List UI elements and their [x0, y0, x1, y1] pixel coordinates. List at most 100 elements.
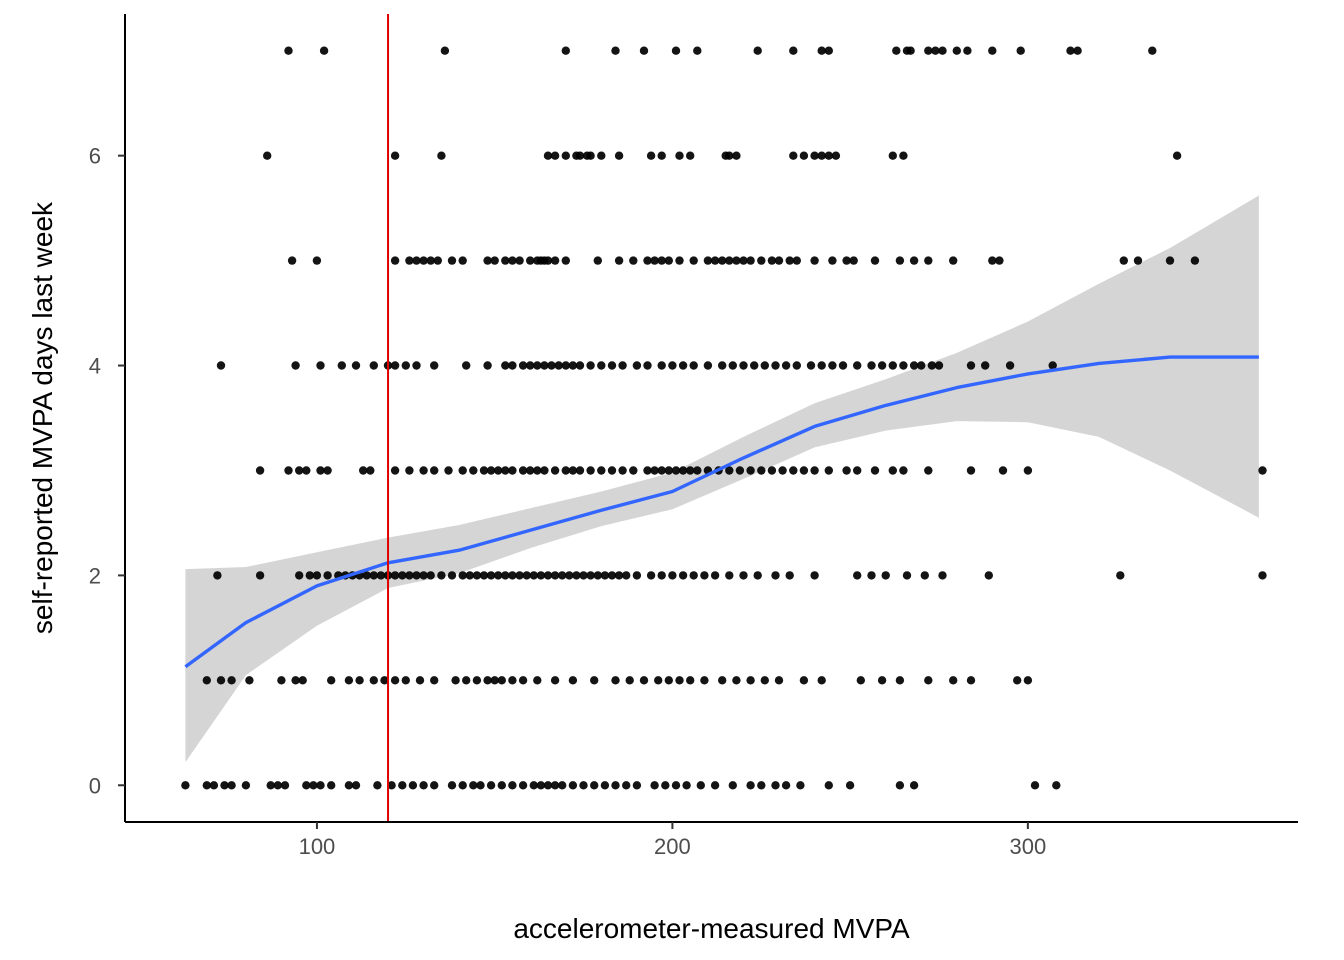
data-point [646, 151, 656, 160]
data-point [657, 571, 666, 580]
data-point [1013, 676, 1022, 685]
data-point [614, 151, 624, 160]
data-point [529, 571, 538, 580]
data-point [870, 256, 880, 265]
data-point [934, 361, 944, 370]
data-point [810, 466, 819, 475]
data-point [650, 256, 659, 265]
data-point [799, 676, 809, 685]
data-point [280, 781, 290, 790]
data-point [202, 676, 211, 685]
data-point [632, 361, 642, 370]
data-point [561, 46, 570, 55]
data-point [323, 571, 332, 580]
data-point [703, 256, 713, 265]
data-point [316, 781, 325, 790]
data-point [359, 466, 368, 475]
data-point [689, 256, 698, 265]
data-point [575, 466, 585, 475]
data-point [497, 676, 506, 685]
data-point [710, 781, 720, 790]
data-point [419, 781, 428, 790]
data-point [909, 361, 919, 370]
data-point [828, 256, 837, 265]
data-point [568, 466, 578, 475]
data-point [639, 46, 649, 55]
data-point [426, 256, 435, 265]
data-point [966, 361, 976, 370]
data-point [625, 676, 634, 685]
data-point [789, 151, 798, 160]
data-point [277, 676, 286, 685]
data-point [607, 466, 617, 475]
data-point [590, 781, 599, 790]
data-point [543, 256, 553, 265]
data-point [725, 466, 734, 475]
x-axis-title: accelerometer-measured MVPA [513, 913, 910, 944]
data-point [753, 571, 762, 580]
data-point [1023, 676, 1033, 685]
data-point [412, 256, 421, 265]
data-point [892, 46, 901, 55]
data-point [781, 361, 791, 370]
data-point [828, 361, 837, 370]
data-point [597, 466, 606, 475]
data-point [369, 361, 378, 370]
data-point [877, 361, 887, 370]
data-point [668, 361, 677, 370]
data-point [774, 676, 784, 685]
data-point [760, 361, 769, 370]
data-point [614, 571, 624, 580]
data-point [565, 571, 574, 580]
data-point [575, 151, 585, 160]
data-point [924, 466, 933, 475]
data-point [686, 676, 695, 685]
data-point [842, 466, 851, 475]
data-point [568, 781, 578, 790]
data-point [426, 571, 435, 580]
data-point [693, 466, 702, 475]
data-point [710, 256, 720, 265]
data-point [287, 256, 297, 265]
data-point [245, 676, 254, 685]
data-point [998, 466, 1008, 475]
data-point [888, 151, 897, 160]
data-point [810, 151, 819, 160]
data-point [870, 466, 880, 475]
data-point [483, 256, 492, 265]
data-point [920, 571, 929, 580]
data-point [1030, 781, 1040, 790]
data-point [501, 361, 510, 370]
data-point [1148, 46, 1157, 55]
data-point [629, 256, 638, 265]
data-point [931, 46, 940, 55]
data-point [664, 256, 673, 265]
data-point [526, 466, 535, 475]
data-point [661, 781, 670, 790]
data-point [689, 571, 698, 580]
data-point [316, 466, 325, 475]
data-point [575, 361, 585, 370]
data-point [490, 256, 499, 265]
data-point [390, 256, 400, 265]
data-point [643, 361, 652, 370]
data-point [650, 466, 659, 475]
data-point [302, 781, 311, 790]
data-point [810, 571, 819, 580]
data-point [906, 46, 915, 55]
data-point [710, 571, 720, 580]
data-point [746, 676, 755, 685]
x-tick-label: 200 [654, 834, 691, 859]
data-point [543, 781, 553, 790]
data-point [344, 676, 354, 685]
data-point [447, 571, 457, 580]
data-point [390, 676, 400, 685]
data-point [255, 571, 265, 580]
data-point [390, 466, 400, 475]
data-point [494, 466, 503, 475]
data-point [1258, 466, 1267, 475]
y-tick-label: 4 [89, 354, 101, 379]
confidence-band [185, 195, 1259, 763]
data-point [305, 571, 314, 580]
smooth-line [184, 355, 1259, 669]
